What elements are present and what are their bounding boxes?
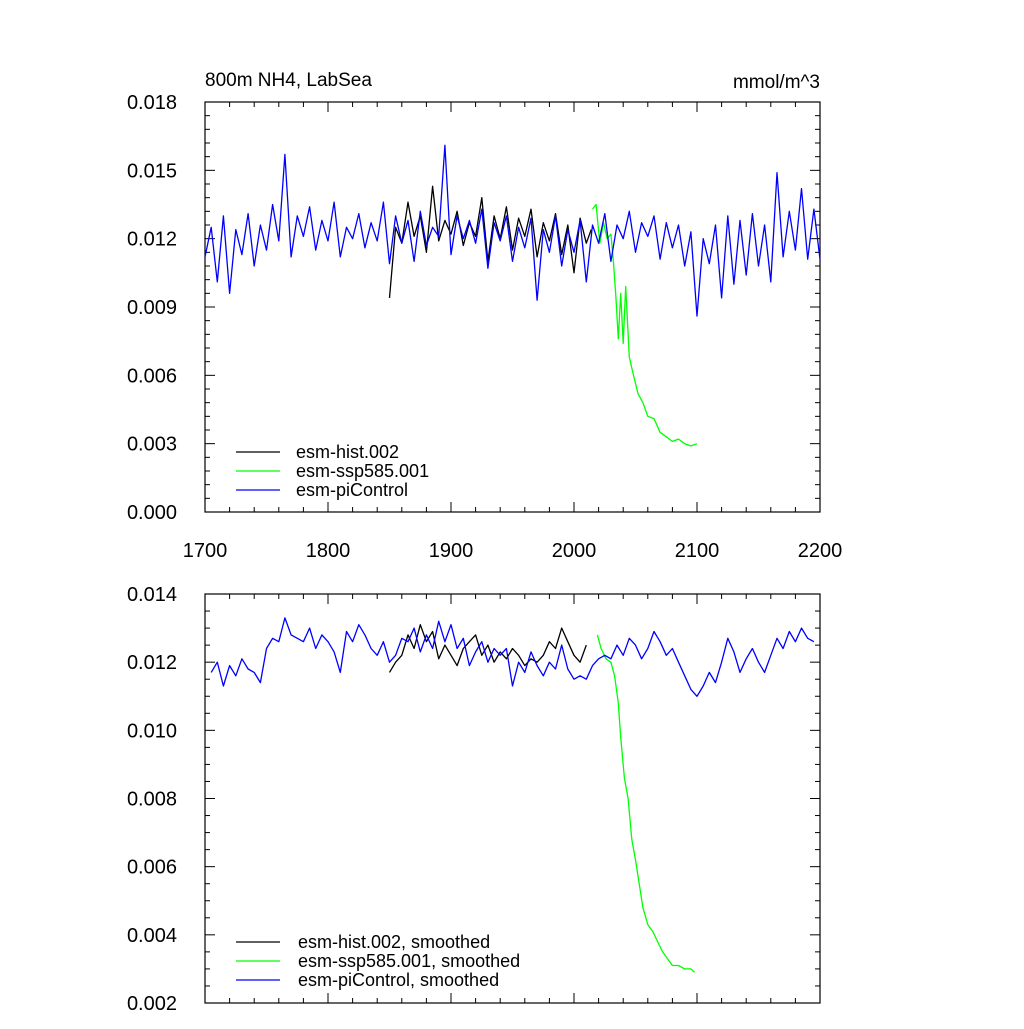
legend-label: esm-piControl, smoothed: [298, 970, 499, 990]
y-tick-label: 0.008: [127, 789, 177, 811]
legend-label: esm-hist.002: [296, 442, 399, 462]
y-tick-label: 0.009: [127, 297, 177, 319]
legend-label: esm-ssp585.001, smoothed: [298, 951, 520, 971]
y-tick-label: 0.006: [127, 857, 177, 879]
legend-label: esm-hist.002, smoothed: [298, 932, 490, 952]
chart-title: 800m NH4, LabSea: [205, 70, 372, 91]
y-tick-label: 0.012: [127, 652, 177, 674]
series-line-esm-hist-002-smoothed: [388, 624, 587, 673]
x-tick-label: 1900: [429, 540, 474, 562]
x-tick-label: 2100: [675, 540, 720, 562]
series-line-esm-hist-002: [388, 185, 592, 298]
y-tick-label: 0.004: [127, 925, 177, 947]
y-tick-label: 0.003: [127, 434, 177, 456]
chart-units: mmol/m^3: [733, 72, 820, 93]
legend-label: esm-piControl: [296, 480, 408, 500]
series-line-esm-ssp585-001-smoothed: [596, 634, 695, 973]
chart-panel-1: 1700 1800 1900 2000 2100 2200 0.000 0.003 0.006 0…: [127, 70, 842, 562]
y-tick-label: 0.006: [127, 365, 177, 387]
x-tick-label: 1800: [306, 540, 351, 562]
y-tick-label: 0.014: [127, 584, 177, 606]
chart-panel-2: 0.002 0.004 0.006 0.008 0.010 0.012 0.014 esm-h…: [127, 584, 821, 1015]
x-tick-label: 2000: [552, 540, 597, 562]
series-line-esm-picontrol: [204, 144, 821, 317]
y-tick-label: 0.000: [127, 502, 177, 524]
series-line-esm-ssp585-001: [591, 203, 698, 447]
x-tick-label: 1700: [183, 540, 228, 562]
legend-label: esm-ssp585.001: [296, 461, 429, 481]
y-tick-label: 0.010: [127, 720, 177, 742]
y-tick-label: 0.015: [127, 160, 177, 182]
y-tick-label: 0.002: [127, 993, 177, 1015]
series-line-esm-picontrol-smoothed: [210, 617, 815, 697]
y-tick-label: 0.018: [127, 92, 177, 114]
x-tick-label: 2200: [798, 540, 843, 562]
y-tick-label: 0.012: [127, 229, 177, 251]
